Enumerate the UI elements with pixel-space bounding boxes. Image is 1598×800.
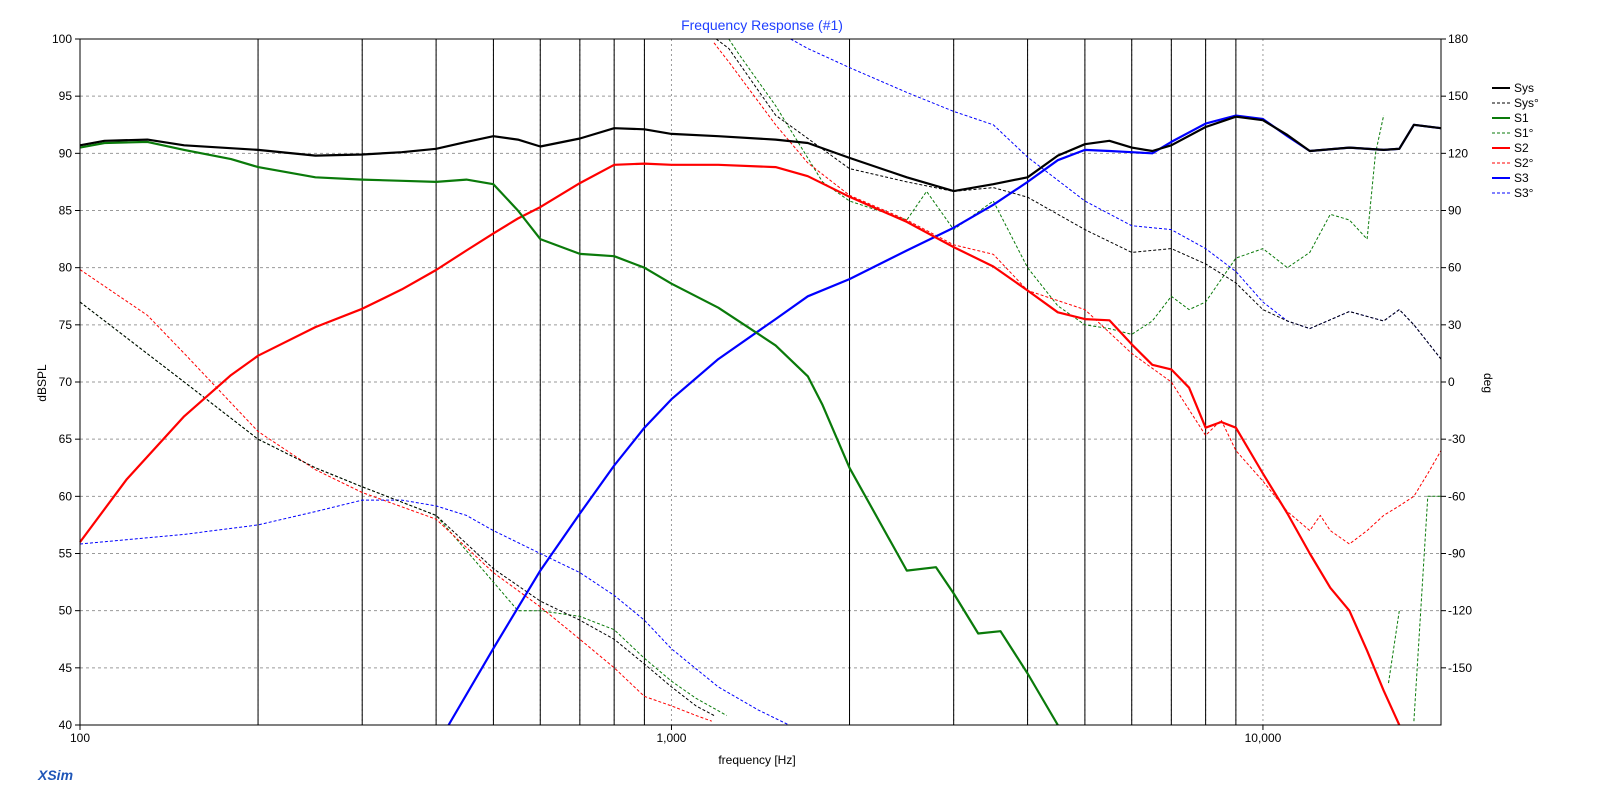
series-line — [79, 499, 790, 726]
y-left-tick-label: 45 — [59, 661, 73, 675]
series-line — [79, 301, 727, 716]
series-line — [790, 38, 1442, 360]
legend-entry: S1 — [1492, 111, 1529, 125]
legend-entry: S2 — [1492, 141, 1529, 155]
series-line — [79, 301, 715, 716]
legend-entry: Sys — [1492, 81, 1534, 95]
series-s2-phase — [79, 42, 1442, 722]
y-axis-right-label: deg — [1481, 373, 1495, 393]
series-line — [1413, 495, 1441, 722]
y-right-tick-label: 60 — [1448, 261, 1462, 275]
series-s1 — [79, 140, 1059, 726]
series-line — [1388, 610, 1400, 684]
legend-label: Sys° — [1514, 96, 1539, 110]
xsim-logo-text: XSim — [37, 767, 73, 783]
series-line — [715, 38, 1442, 360]
x-tick-label: 1,000 — [656, 731, 686, 745]
y-left-tick-label: 60 — [59, 489, 73, 503]
x-tick-label: 10,000 — [1245, 731, 1282, 745]
y-left-tick-label: 70 — [59, 375, 73, 389]
legend-entry: S3 — [1492, 171, 1529, 185]
legend-label: S3° — [1514, 186, 1534, 200]
y-left-tick-label: 95 — [59, 89, 73, 103]
legend-label: S3 — [1514, 171, 1529, 185]
y-left-tick-label: 65 — [59, 432, 73, 446]
legend-entry: S2° — [1492, 156, 1534, 170]
frequency-marker-layer — [257, 39, 1237, 725]
series-s1-phase — [79, 38, 1441, 722]
y-right-tick-label: 120 — [1448, 146, 1468, 160]
legend-entry: Sys° — [1492, 96, 1539, 110]
series-line — [447, 114, 1442, 726]
chart-title: Frequency Response (#1) — [681, 17, 843, 33]
x-tick-label: 100 — [70, 731, 90, 745]
y-right-tick-label: 90 — [1448, 204, 1462, 218]
series-line — [79, 162, 1401, 726]
series-sys-phase — [79, 38, 1442, 716]
series-s2 — [79, 162, 1401, 726]
legend-label: S1° — [1514, 126, 1534, 140]
y-left-tick-label: 55 — [59, 547, 73, 561]
series-line — [79, 269, 712, 722]
y-right-tick-label: 0 — [1448, 375, 1455, 389]
y-left-tick-label: 50 — [59, 604, 73, 618]
y-right-tick-label: 150 — [1448, 89, 1468, 103]
y-right-tick-label: -120 — [1448, 604, 1472, 618]
legend-label: Sys — [1514, 81, 1534, 95]
series-line — [79, 140, 1059, 726]
y-left-tick-label: 90 — [59, 146, 73, 160]
y-right-tick-label: -150 — [1448, 661, 1472, 675]
y-right-tick-label: 30 — [1448, 318, 1462, 332]
y-axis-left-label: dBSPL — [35, 364, 49, 402]
series-layer — [79, 38, 1442, 726]
y-left-tick-label: 100 — [52, 32, 72, 46]
y-left-tick-label: 75 — [59, 318, 73, 332]
axis-layer: 40 45 50 55 60 65 70 75 80 85 90 95 100 -150 -120 -90 -6… — [52, 32, 1472, 745]
y-right-tick-label: -60 — [1448, 489, 1466, 503]
legend-label: S1 — [1514, 111, 1529, 125]
y-left-tick-label: 40 — [59, 718, 73, 732]
grid-layer — [80, 39, 1441, 725]
series-s3 — [447, 114, 1442, 726]
series-line — [713, 42, 1442, 545]
y-right-tick-label: 180 — [1448, 32, 1468, 46]
legend-label: S2 — [1514, 141, 1529, 155]
y-left-tick-label: 80 — [59, 261, 73, 275]
legend-entry: S3° — [1492, 186, 1534, 200]
legend-entry: S1° — [1492, 126, 1534, 140]
legend-label: S2° — [1514, 156, 1534, 170]
x-axis-label: frequency [Hz] — [718, 753, 795, 767]
y-right-tick-label: -30 — [1448, 432, 1466, 446]
series-line — [79, 115, 1442, 193]
y-left-tick-label: 85 — [59, 204, 73, 218]
y-right-tick-label: -90 — [1448, 547, 1466, 561]
series-sys — [79, 115, 1442, 193]
